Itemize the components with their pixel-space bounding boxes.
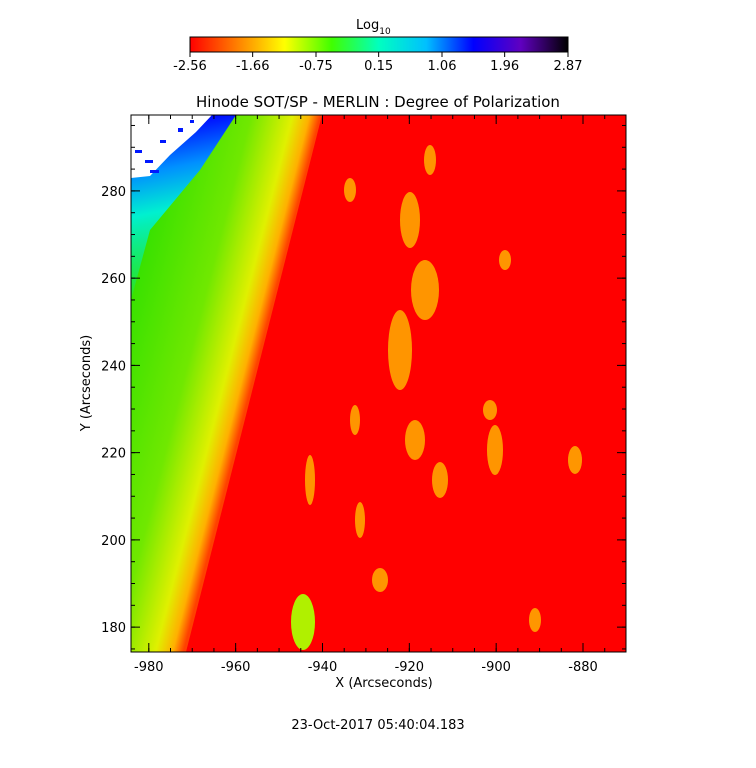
colorbar-tick-label: 1.06 (428, 59, 457, 74)
colorbar-tick-label: 0.15 (364, 59, 393, 74)
y-tick-label: 240 (101, 359, 126, 374)
x-tick-label: -980 (134, 660, 164, 675)
polarization-image (131, 115, 626, 652)
colorbar-label-text: Log (356, 18, 379, 33)
active-regions (305, 145, 582, 632)
x-tick-label: -900 (481, 660, 511, 675)
y-tick-label: 200 (101, 534, 126, 549)
colorbar-tick-label: -1.66 (236, 59, 270, 74)
x-tick-label: -880 (568, 660, 598, 675)
chart-title: Hinode SOT/SP - MERLIN : Degree of Polar… (196, 93, 560, 111)
bright-region (291, 594, 315, 650)
y-tick-label: 280 (101, 185, 126, 200)
colorbar-tick-label: -2.56 (173, 59, 207, 74)
corner-speckles (135, 120, 194, 173)
colorbar-tick-label: 2.87 (554, 59, 583, 74)
colorbar-label-subscript: 10 (379, 27, 391, 37)
colorbar-tick-label: 1.96 (490, 59, 519, 74)
x-tick-label: -920 (395, 660, 425, 675)
colorbar: Log10 (189, 18, 569, 53)
limb-region (131, 115, 322, 652)
y-tick-label: 260 (101, 272, 126, 287)
plot-frame (130, 114, 627, 653)
footer-date: 23-Oct-2017 05:40:04.183 (291, 718, 464, 733)
x-tick-label: -940 (308, 660, 338, 675)
colorbar-label: Log10 (356, 18, 391, 37)
colorbar-tick-label: -0.75 (299, 59, 333, 74)
x-axis-label: X (Arcseconds) (335, 676, 432, 691)
y-tick-label: 180 (101, 621, 126, 636)
y-tick-label: 220 (101, 447, 126, 462)
colorbar-gradient (189, 36, 569, 53)
x-tick-label: -960 (221, 660, 251, 675)
y-axis-label: Y (Arcseconds) (79, 335, 94, 432)
